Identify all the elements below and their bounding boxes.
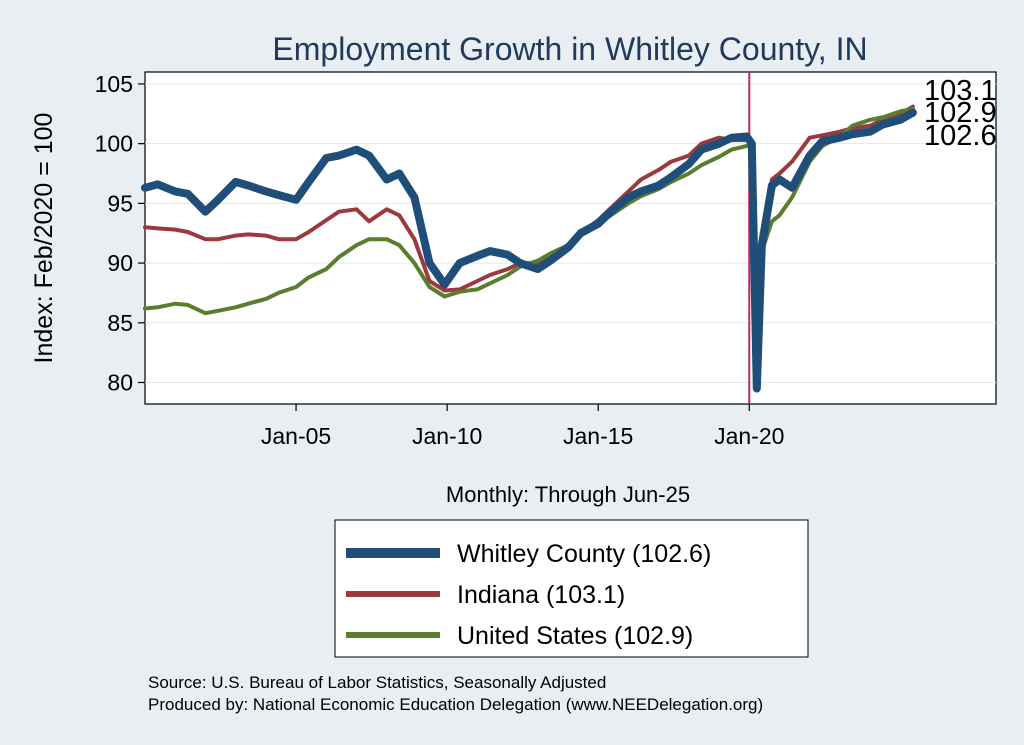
- y-tick-label: 95: [107, 190, 133, 216]
- legend-label: Indiana (103.1): [457, 581, 625, 609]
- y-tick-label: 105: [95, 71, 133, 97]
- chart-title: Employment Growth in Whitley County, IN: [272, 31, 867, 67]
- y-tick-label: 85: [107, 310, 133, 336]
- y-tick-label: 80: [107, 370, 133, 396]
- end-label: 102.9: [924, 97, 997, 129]
- end-label: 103.1: [924, 75, 997, 107]
- x-tick-label: Jan-10: [412, 423, 482, 449]
- legend: Whitley County (102.6) Indiana (103.1) Uni…: [334, 519, 809, 658]
- y-tick-label: 100: [95, 131, 133, 157]
- x-axis-ticks: Jan-05 Jan-10 Jan-15 Jan-20: [261, 404, 784, 449]
- producer-note: Produced by: National Economic Education…: [148, 695, 763, 714]
- series-line-0: [141, 108, 917, 393]
- x-tick-label: Jan-15: [563, 423, 633, 449]
- gridlines: [145, 83, 996, 384]
- source-note: Source: U.S. Bureau of Labor Statistics,…: [148, 673, 606, 692]
- end-label: 102.6: [924, 120, 997, 152]
- y-tick-label: 90: [107, 250, 133, 276]
- x-tick-label: Jan-20: [714, 423, 784, 449]
- legend-label: United States (102.9): [457, 622, 693, 650]
- legend-label: Whitley County (102.6): [457, 540, 711, 568]
- series-line-2: [143, 107, 915, 316]
- y-axis-label: Index: Feb/2020 = 100: [30, 113, 58, 364]
- series-lines: [141, 104, 917, 393]
- x-axis-label: Monthly: Through Jun-25: [446, 482, 690, 507]
- y-axis-ticks: 80 85 90 95 100 105: [95, 71, 145, 396]
- x-tick-label: Jan-05: [261, 423, 331, 449]
